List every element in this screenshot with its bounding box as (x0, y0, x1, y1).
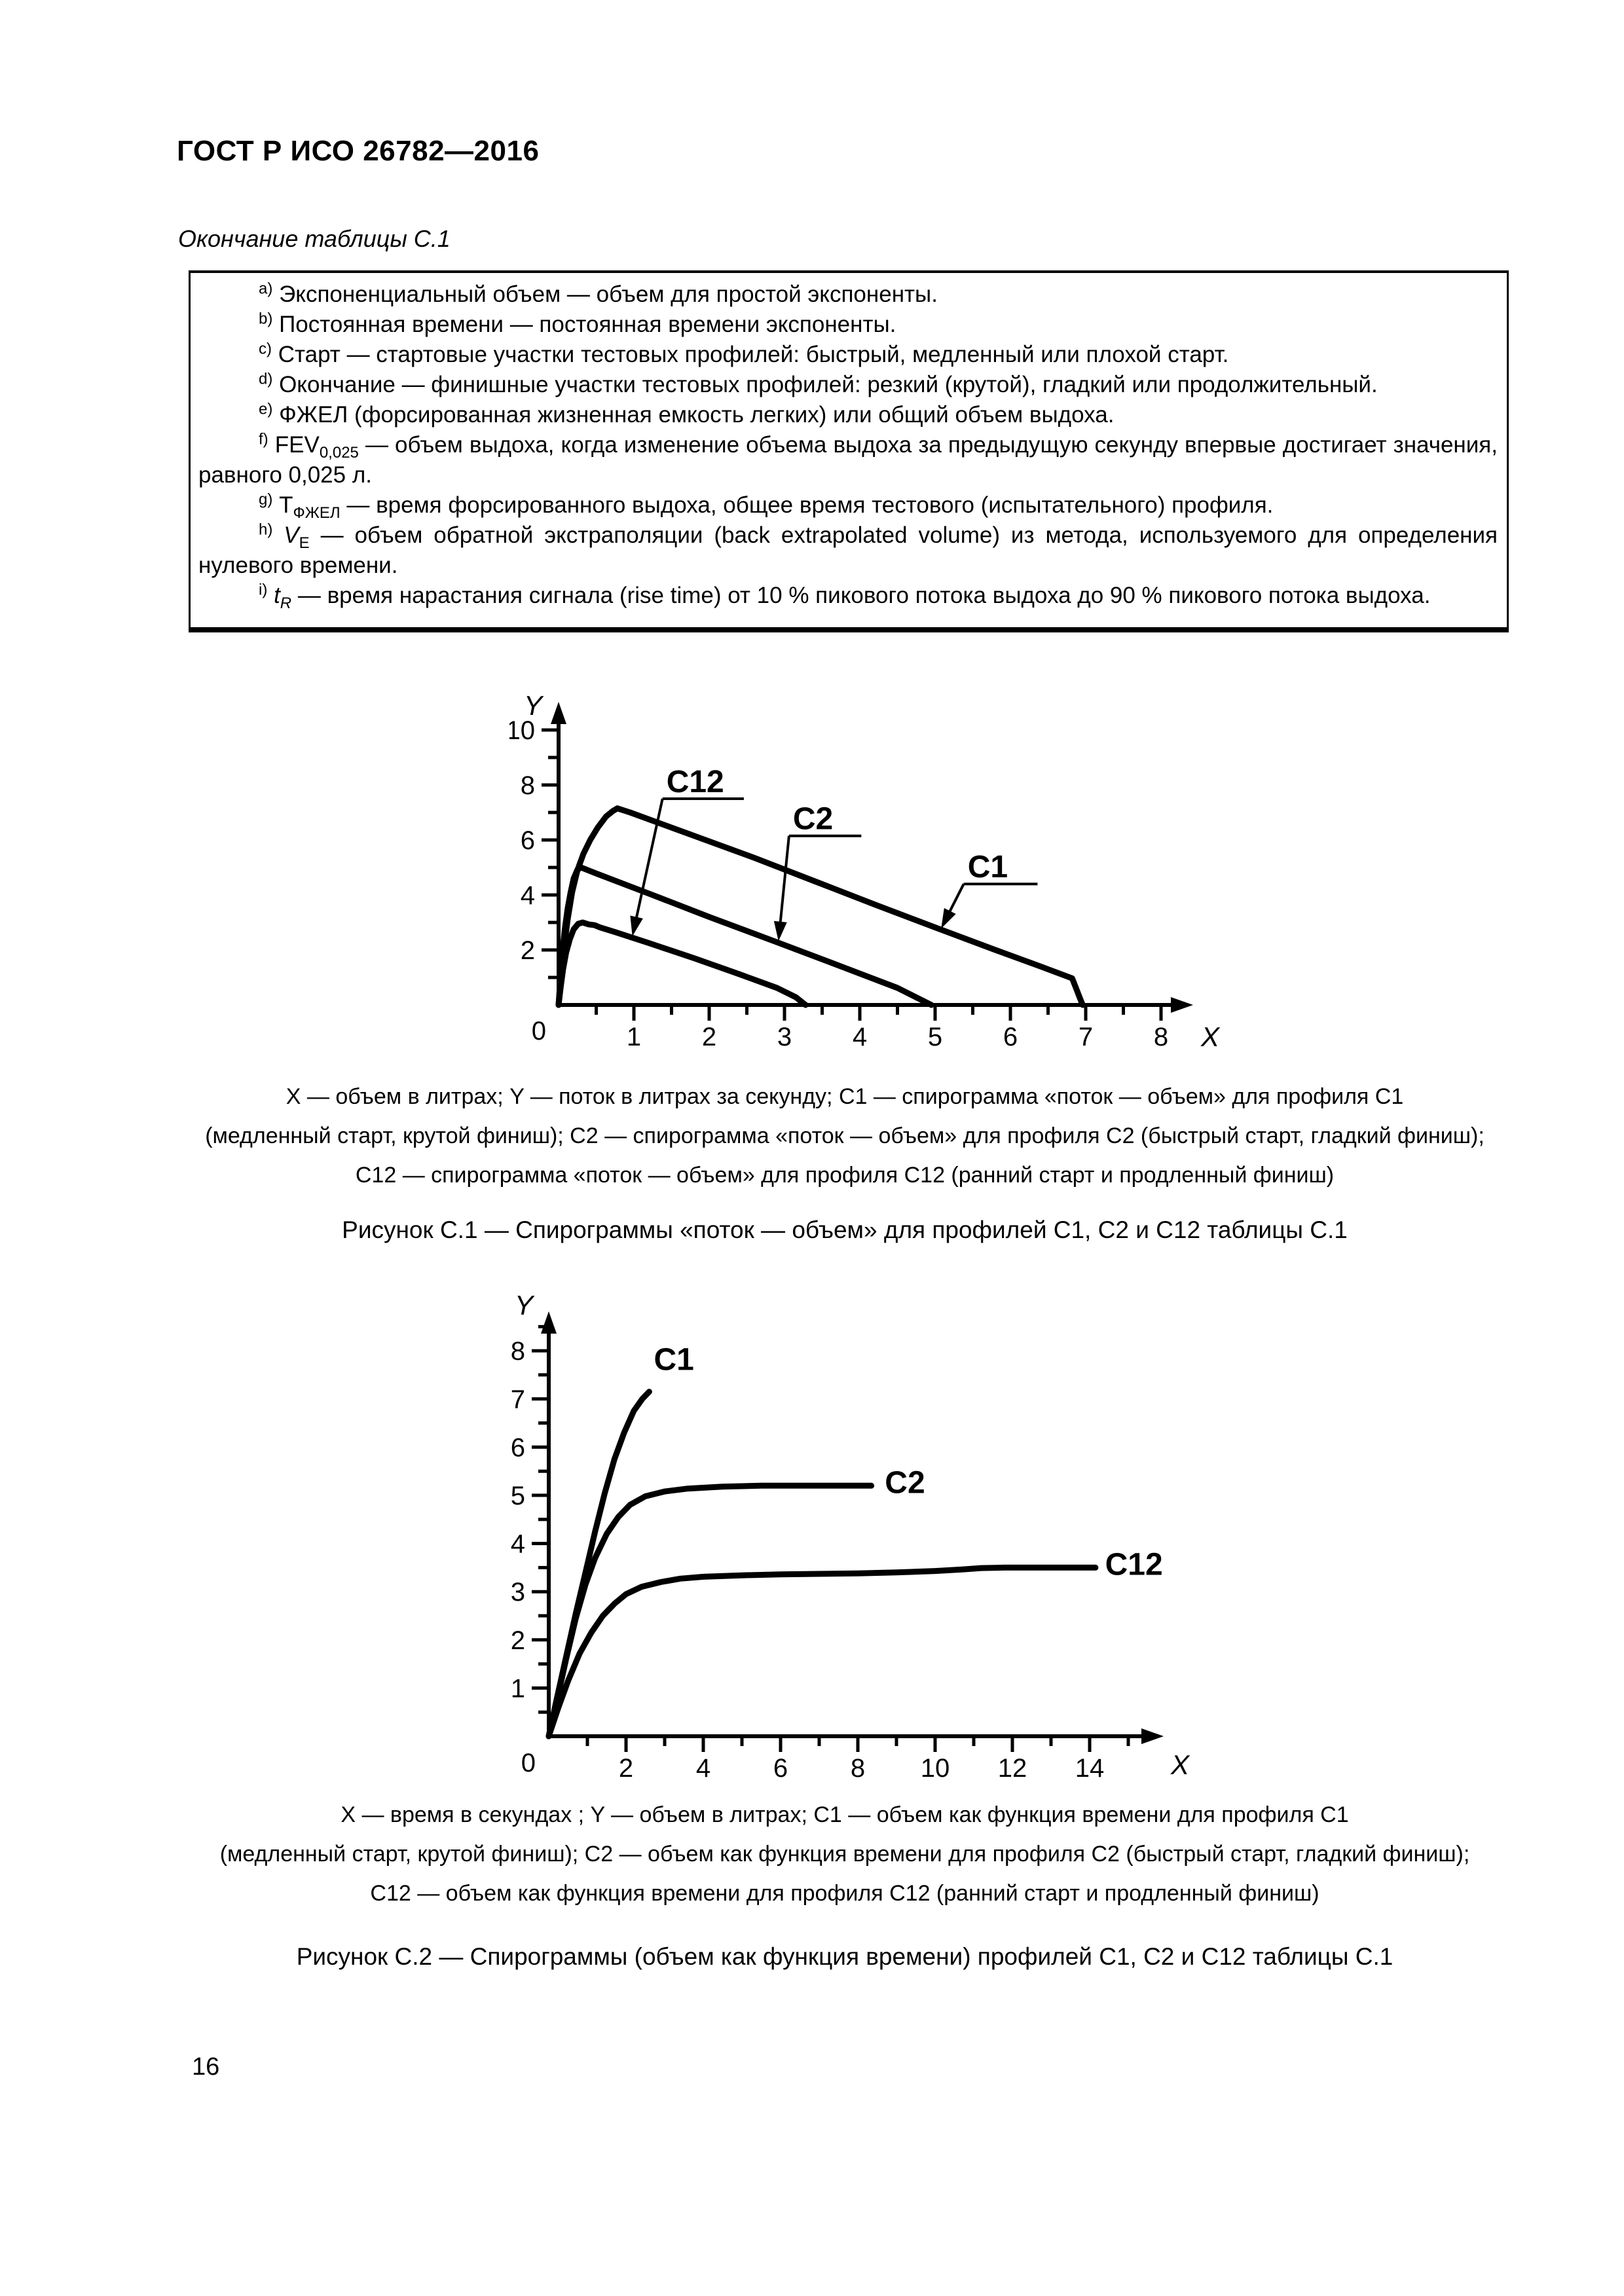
curve-c1 (555, 805, 1086, 1008)
footnote-e: e) ФЖЕЛ (форсированная жизненная емкость… (259, 400, 1115, 428)
y-tick-label: 8 (521, 771, 535, 800)
curve-c2 (545, 1482, 875, 1740)
footnote-marker: e) (259, 400, 273, 418)
y-axis-label: Y (524, 690, 544, 721)
y-tick-label: 2 (521, 936, 535, 965)
y-axis-label: Y (515, 1290, 535, 1321)
y-tick-label: 1 (511, 1674, 525, 1703)
x-tick-label: 3 (777, 1023, 792, 1051)
origin-label: 0 (521, 1749, 536, 1777)
y-tick-label: 6 (511, 1433, 525, 1462)
x-tick-label: 8 (1154, 1023, 1168, 1051)
footnote-c: c) Старт — стартовые участки тестовых пр… (259, 340, 1229, 367)
footnote-g: g) ТФЖЕЛ — время форсированного выдоха, … (259, 490, 1274, 522)
figure-c2-caption-line2: (медленный старт, крутой финиш); C2 — об… (219, 1842, 1470, 1867)
table-continuation-label: Окончание таблицы С.1 (178, 225, 451, 252)
footnote-marker: g) (259, 490, 273, 509)
figure-c1-caption: X — объем в литрах; Y — поток в литрах з… (177, 1077, 1513, 1195)
curve-label-c2: C2 (885, 1465, 925, 1500)
footnote-b: b) Постоянная времени — постоянная време… (259, 310, 896, 337)
footnote-f: f) FEV0,025 — объем выдоха, когда измене… (198, 430, 1498, 488)
y-tick-label: 10 (509, 716, 535, 745)
figure-c2-caption-line3: C12 — объем как функция времени для проф… (370, 1881, 1320, 1906)
y-tick-label: 2 (511, 1626, 525, 1655)
figure-c2-caption: X — время в секундах ; Y — объем в литра… (177, 1795, 1513, 1913)
curve-c12 (555, 919, 809, 1008)
footnote-marker: c) (259, 340, 272, 358)
curve-label-c2: C2 (793, 802, 833, 837)
y-tick-label: 4 (511, 1530, 525, 1559)
curve-c2 (555, 864, 934, 1008)
footnote-i: i) tR — время нарастания сигнала (rise t… (259, 581, 1431, 612)
x-axis-label: X (1200, 1021, 1221, 1052)
curve-label-c12: C12 (667, 765, 724, 799)
x-tick-label: 4 (696, 1754, 710, 1783)
footnote-marker: h) (259, 520, 273, 539)
figure-c1-caption-line1: X — объем в литрах; Y — поток в литрах з… (286, 1084, 1404, 1109)
footnote-marker: f) (259, 430, 268, 448)
figure-c2-title: Рисунок С.2 — Спирограммы (объем как фун… (296, 1943, 1393, 1970)
curve-label-c1: C1 (968, 850, 1008, 884)
curve-label-c12: C12 (1105, 1547, 1163, 1582)
figure-c1-title: Рисунок С.1 — Спирограммы «поток — объем… (342, 1216, 1348, 1243)
x-tick-label: 7 (1079, 1023, 1093, 1051)
y-tick-label: 8 (511, 1337, 525, 1366)
y-tick-label: 7 (511, 1385, 525, 1414)
x-tick-label: 12 (998, 1754, 1027, 1783)
document-header: ГОСТ Р ИСО 26782—2016 (177, 135, 540, 167)
y-tick-label: 5 (511, 1482, 525, 1510)
figure-c2-caption-line1: X — время в секундах ; Y — объем в литра… (341, 1802, 1349, 1827)
page-number: 16 (192, 2053, 220, 2081)
x-tick-label: 1 (627, 1023, 641, 1051)
x-tick-label: 2 (702, 1023, 716, 1051)
footnote-marker: b) (259, 310, 273, 328)
x-tick-label: 10 (921, 1754, 950, 1783)
y-tick-label: 3 (511, 1578, 525, 1607)
footnote-h: h) VE — объем обратной экстраполяции (ba… (198, 520, 1498, 578)
figure-c1-caption-line3: C12 — спирограмма «поток — объем» для пр… (355, 1163, 1335, 1188)
x-tick-label: 6 (1003, 1023, 1018, 1051)
x-tick-label: 8 (851, 1754, 865, 1783)
y-tick-label: 4 (521, 881, 535, 910)
x-tick-label: 2 (619, 1754, 633, 1783)
footnote-marker: d) (259, 370, 273, 388)
x-axis-label: X (1170, 1749, 1190, 1780)
footnote-box: a) Экспоненциальный объем — объем для пр… (189, 270, 1509, 632)
x-tick-label: 4 (853, 1023, 867, 1051)
curve-label-c1: C1 (654, 1343, 693, 1377)
footnote-marker: i) (259, 581, 268, 599)
x-tick-label: 14 (1075, 1754, 1105, 1783)
footnote-a: a) Экспоненциальный объем — объем для пр… (259, 280, 938, 307)
figure-c1-caption-line2: (медленный старт, крутой финиш); C2 — сп… (205, 1123, 1485, 1148)
y-tick-label: 6 (521, 826, 535, 855)
curve-c12 (545, 1564, 1099, 1740)
footnote-d: d) Окончание — финишные участки тестовых… (259, 370, 1378, 397)
footnote-marker: a) (259, 280, 273, 298)
origin-label: 0 (532, 1017, 546, 1046)
x-tick-label: 6 (773, 1754, 788, 1783)
x-tick-label: 5 (928, 1023, 942, 1051)
